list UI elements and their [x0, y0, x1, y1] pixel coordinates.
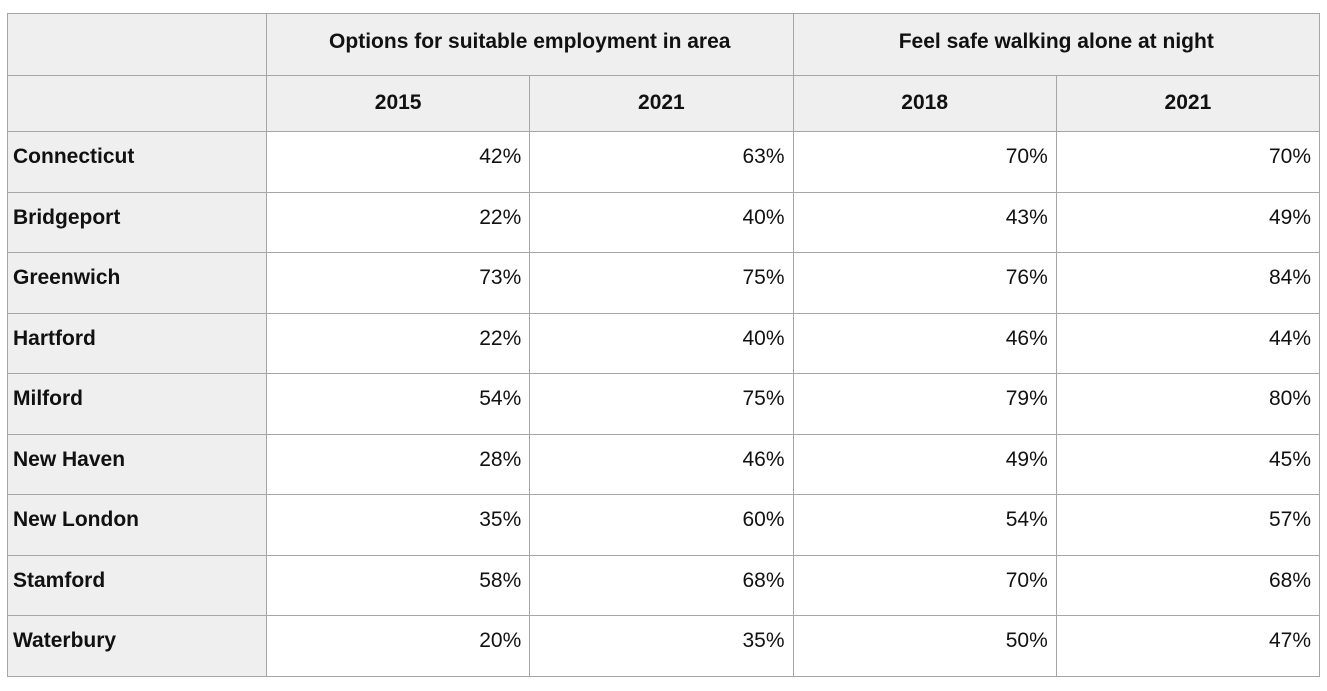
- value-cell: 46%: [529, 433, 794, 495]
- table-row: Hartford 22% 40% 46% 44%: [7, 312, 1321, 374]
- table-row: Connecticut 42% 63% 70% 70%: [7, 131, 1321, 193]
- year-header-1: 2021: [529, 75, 794, 132]
- value-cell: 22%: [265, 191, 531, 253]
- value-cell: 80%: [1055, 373, 1321, 435]
- row-label: Stamford: [7, 554, 267, 616]
- value-cell: 68%: [529, 554, 794, 616]
- value-cell: 40%: [529, 191, 794, 253]
- value-cell: 73%: [265, 252, 531, 314]
- value-cell: 20%: [265, 615, 531, 677]
- row-label: New London: [7, 494, 267, 556]
- group-header-row: Options for suitable employment in area …: [7, 13, 1321, 76]
- value-cell: 70%: [1055, 131, 1321, 193]
- group-header-employment: Options for suitable employment in area: [266, 13, 794, 76]
- table-row: Greenwich 73% 75% 76% 84%: [7, 252, 1321, 314]
- table-row: Stamford 58% 68% 70% 68%: [7, 554, 1321, 616]
- value-cell: 60%: [529, 494, 794, 556]
- value-cell: 84%: [1055, 252, 1321, 314]
- value-cell: 54%: [792, 494, 1057, 556]
- value-cell: 76%: [792, 252, 1057, 314]
- value-cell: 40%: [529, 312, 794, 374]
- value-cell: 79%: [792, 373, 1057, 435]
- value-cell: 68%: [1055, 554, 1321, 616]
- year-header-row: 2015 2021 2018 2021: [7, 75, 1321, 132]
- value-cell: 57%: [1055, 494, 1321, 556]
- row-label: Milford: [7, 373, 267, 435]
- row-label: Greenwich: [7, 252, 267, 314]
- table-row: New London 35% 60% 54% 57%: [7, 494, 1321, 556]
- value-cell: 75%: [529, 373, 794, 435]
- group-header-safety: Feel safe walking alone at night: [792, 13, 1321, 76]
- row-label: Bridgeport: [7, 191, 267, 253]
- value-cell: 42%: [265, 131, 531, 193]
- value-cell: 43%: [792, 191, 1057, 253]
- value-cell: 49%: [792, 433, 1057, 495]
- value-cell: 35%: [529, 615, 794, 677]
- value-cell: 75%: [529, 252, 794, 314]
- value-cell: 47%: [1055, 615, 1321, 677]
- value-cell: 44%: [1055, 312, 1321, 374]
- corner-cell: [7, 13, 267, 76]
- value-cell: 35%: [265, 494, 531, 556]
- row-label: Hartford: [7, 312, 267, 374]
- page: Options for suitable employment in area …: [7, 13, 1321, 677]
- table-row: Milford 54% 75% 79% 80%: [7, 373, 1321, 435]
- value-cell: 58%: [265, 554, 531, 616]
- value-cell: 54%: [265, 373, 531, 435]
- value-cell: 70%: [792, 554, 1057, 616]
- value-cell: 49%: [1055, 191, 1321, 253]
- value-cell: 46%: [792, 312, 1057, 374]
- value-cell: 70%: [792, 131, 1057, 193]
- row-label: Waterbury: [7, 615, 267, 677]
- value-cell: 28%: [265, 433, 531, 495]
- table-row: New Haven 28% 46% 49% 45%: [7, 433, 1321, 495]
- table-body: Connecticut 42% 63% 70% 70% Bridgeport 22% 40% 4…: [7, 131, 1321, 677]
- survey-results-table: Options for suitable employment in area …: [7, 13, 1321, 677]
- year-header-3: 2021: [1055, 75, 1321, 132]
- value-cell: 50%: [792, 615, 1057, 677]
- row-label: Connecticut: [7, 131, 267, 193]
- table-row: Bridgeport 22% 40% 43% 49%: [7, 191, 1321, 253]
- year-header-0: 2015: [265, 75, 531, 132]
- year-header-empty-cell: [7, 75, 267, 132]
- value-cell: 63%: [529, 131, 794, 193]
- value-cell: 45%: [1055, 433, 1321, 495]
- year-header-2: 2018: [792, 75, 1057, 132]
- value-cell: 22%: [265, 312, 531, 374]
- table-row: Waterbury 20% 35% 50% 47%: [7, 615, 1321, 677]
- row-label: New Haven: [7, 433, 267, 495]
- table-header: Options for suitable employment in area …: [7, 13, 1321, 132]
